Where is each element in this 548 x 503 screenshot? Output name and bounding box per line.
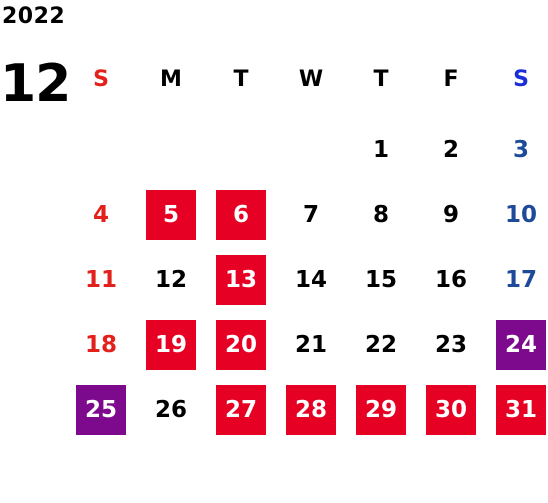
day-cell-17: 17 [504,267,537,293]
day-cell-23: 23 [434,332,467,358]
day-cell-9: 9 [442,202,459,228]
day-cell-24: 24 [496,320,546,370]
day-cell-29: 29 [356,385,406,435]
day-cell-18: 18 [84,332,117,358]
day-cell-20: 20 [216,320,266,370]
day-cell-8: 8 [372,202,389,228]
weekday-tue-header: T [233,67,249,92]
day-cell-16: 16 [434,267,467,293]
day-cell-21: 21 [294,332,327,358]
day-cell-11: 11 [84,267,117,293]
weekday-sat-header: S [513,67,529,92]
day-cell-14: 14 [294,267,327,293]
day-cell-19: 19 [146,320,196,370]
day-cell-4: 4 [92,202,109,228]
weekday-thu-header: T [373,67,389,92]
day-cell-22: 22 [364,332,397,358]
weekday-wed-header: W [298,67,324,92]
day-cell-25: 25 [76,385,126,435]
year-label: 2022 [2,4,66,29]
weekday-fri-header: F [443,67,459,92]
day-cell-10: 10 [504,202,537,228]
day-cell-13: 13 [216,255,266,305]
weekday-sun-header: S [93,67,109,92]
month-label: 12 [0,54,71,114]
day-cell-6: 6 [216,190,266,240]
day-cell-15: 15 [364,267,397,293]
day-cell-5: 5 [146,190,196,240]
day-cell-26: 26 [154,397,187,423]
day-cell-2: 2 [442,137,459,163]
day-cell-7: 7 [302,202,319,228]
day-cell-28: 28 [286,385,336,435]
day-cell-12: 12 [154,267,187,293]
day-cell-27: 27 [216,385,266,435]
day-cell-3: 3 [512,137,529,163]
weekday-mon-header: M [160,67,182,92]
day-cell-31: 31 [496,385,546,435]
day-cell-1: 1 [372,137,389,163]
day-cell-30: 30 [426,385,476,435]
